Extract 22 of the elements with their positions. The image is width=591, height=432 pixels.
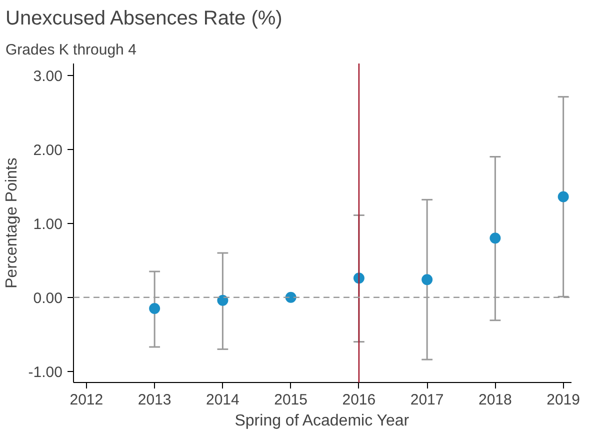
- x-tick-label: 2016: [342, 392, 376, 408]
- point: [217, 294, 228, 306]
- y-tick-label: 3.00: [33, 68, 63, 85]
- x-tick-label: 2017: [410, 392, 444, 408]
- y-tick-label: 2.00: [33, 142, 63, 159]
- y-tick-label: 1.00: [33, 216, 63, 233]
- y-tick-label: -1.00: [28, 364, 63, 381]
- point: [149, 302, 160, 314]
- chart-title: Unexcused Absences Rate (%): [6, 8, 282, 30]
- x-tick-label: 2013: [138, 392, 172, 408]
- y-tick-label: 0.00: [33, 290, 63, 307]
- x-axis-title: Spring of Academic Year: [234, 412, 410, 430]
- x-tick-label: 2012: [70, 392, 104, 408]
- x-tick-label: 2014: [206, 392, 240, 408]
- point: [422, 274, 433, 286]
- x-tick-label: 2018: [478, 392, 512, 408]
- point: [558, 191, 569, 202]
- point: [490, 232, 501, 244]
- x-tick-label: 2019: [546, 392, 580, 408]
- chart-subtitle: Grades K through 4: [6, 42, 136, 58]
- y-axis-title: Percentage Points: [3, 158, 20, 288]
- x-tick-label: 2015: [274, 392, 308, 408]
